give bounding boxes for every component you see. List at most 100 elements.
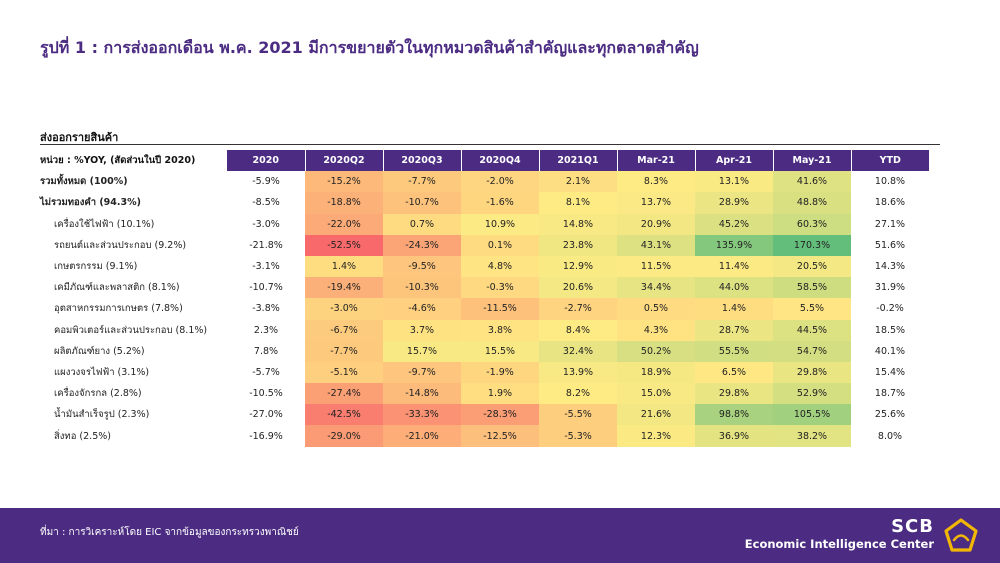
data-cell: -9.5% [383, 255, 461, 278]
data-cell: 11.5% [617, 255, 695, 278]
section-divider [40, 144, 940, 145]
data-cell: 32.4% [539, 340, 617, 362]
data-cell: 10.8% [851, 171, 929, 193]
row-label: เคมีภัณฑ์และพลาสติก (8.1%) [54, 282, 180, 294]
data-cell: -3.0% [227, 213, 305, 235]
data-cell: 31.9% [851, 277, 929, 299]
data-cell: 13.9% [539, 361, 617, 384]
data-cell: 18.5% [851, 319, 929, 341]
table-row: เครื่องจักรกล (2.8%) -10.5% -27.4% -14.8% 1.… [40, 383, 929, 405]
data-cell: -6.7% [305, 319, 383, 341]
column-header: 2020Q2 [305, 150, 384, 172]
data-cell: 4.3% [617, 319, 695, 341]
data-cell: 44.0% [695, 277, 773, 299]
scb-logo-icon [944, 518, 978, 552]
row-label: เกษตรกรรม (9.1%) [54, 261, 138, 273]
data-cell: 28.9% [695, 192, 773, 214]
data-cell: 29.8% [695, 383, 773, 405]
data-cell: 0.7% [383, 213, 461, 235]
row-label: ผลิตภัณฑ์ยาง (5.2%) [54, 345, 145, 357]
data-cell: 18.7% [851, 383, 929, 405]
table-row: สิ่งทอ (2.5%) -16.9% -29.0% -21.0% -12.5% -5.… [40, 425, 929, 447]
data-cell: 8.2% [539, 383, 617, 405]
data-cell: 8.0% [851, 425, 929, 447]
row-label: น้ำมันสำเร็จรูป (2.3%) [54, 409, 150, 421]
data-cell: -0.3% [461, 277, 539, 299]
data-cell: 135.9% [695, 234, 773, 256]
data-cell: 27.1% [851, 213, 929, 235]
data-cell: 45.2% [695, 213, 773, 235]
data-cell: -7.7% [305, 340, 383, 362]
table-row: รถยนต์และส่วนประกอบ (9.2%) -21.8% -52.5% -2… [40, 234, 929, 256]
data-cell: 8.3% [617, 171, 695, 193]
data-cell: 1.4% [305, 255, 383, 278]
table-row: เกษตรกรรม (9.1%) -3.1% 1.4% -9.5% 4.8% 12.9% 1… [40, 255, 929, 278]
data-cell: 4.8% [461, 255, 539, 278]
data-cell: 1.9% [461, 383, 539, 405]
data-cell: 1.4% [695, 298, 773, 320]
unit-label: หน่วย : %YOY, (สัดส่วนในปี 2020) [40, 150, 227, 172]
data-cell: -21.8% [227, 234, 305, 256]
page-title: รูปที่ 1 : การส่งออกเดือน พ.ค. 2021 มีกา… [40, 38, 699, 57]
data-cell: -14.8% [383, 383, 461, 405]
data-cell: 10.9% [461, 213, 539, 235]
data-cell: -10.7% [383, 192, 461, 214]
data-cell: 6.5% [695, 361, 773, 384]
data-cell: 2.3% [227, 319, 305, 341]
data-cell: -10.3% [383, 277, 461, 299]
data-cell: 170.3% [773, 234, 851, 256]
section-label: ส่งออกรายสินค้า [40, 131, 119, 144]
data-cell: 60.3% [773, 213, 851, 235]
data-cell: -11.5% [461, 298, 539, 320]
data-cell: -29.0% [305, 425, 383, 447]
data-cell: -4.6% [383, 298, 461, 320]
column-header: YTD [851, 150, 929, 172]
data-cell: 3.7% [383, 319, 461, 341]
table-row: คอมพิวเตอร์และส่วนประกอบ (8.1%) 2.3% -6.7%… [40, 319, 929, 341]
data-cell: 20.6% [539, 277, 617, 299]
data-cell: 5.5% [773, 298, 851, 320]
data-cell: -15.2% [305, 171, 383, 193]
data-cell: -1.6% [461, 192, 539, 214]
data-cell: 20.5% [773, 255, 851, 278]
column-header: Mar-21 [617, 150, 696, 172]
brand-block: SCB Economic Intelligence Center [745, 517, 934, 552]
data-cell: -52.5% [305, 234, 383, 256]
table-row: อุตสาหกรรมการเกษตร (7.8%) -3.8% -3.0% -4.6%… [40, 298, 929, 320]
row-label: รถยนต์และส่วนประกอบ (9.2%) [54, 239, 187, 251]
data-cell: -0.2% [851, 298, 929, 320]
brand-subtitle: Economic Intelligence Center [744, 537, 934, 551]
row-label: คอมพิวเตอร์และส่วนประกอบ (8.1%) [54, 324, 208, 336]
row-label: สิ่งทอ (2.5%) [54, 430, 111, 442]
data-cell: -28.3% [461, 404, 539, 426]
column-header: 2021Q1 [539, 150, 618, 172]
data-cell: 55.5% [695, 340, 773, 362]
data-cell: 0.5% [617, 298, 695, 320]
column-header: 2020Q4 [461, 150, 540, 172]
data-cell: 7.8% [227, 340, 305, 362]
data-cell: 105.5% [773, 404, 851, 426]
data-cell: 58.5% [773, 277, 851, 299]
data-cell: 41.6% [773, 171, 851, 193]
table-row: น้ำมันสำเร็จรูป (2.3%) -27.0% -42.5% -33.3%… [40, 404, 929, 426]
data-cell: 13.1% [695, 171, 773, 193]
data-cell: 23.8% [539, 234, 617, 256]
data-cell: -27.4% [305, 383, 383, 405]
data-cell: -2.0% [461, 171, 539, 193]
column-header: Apr-21 [695, 150, 774, 172]
data-cell: -33.3% [383, 404, 461, 426]
data-cell: -16.9% [227, 425, 305, 447]
data-cell: 50.2% [617, 340, 695, 362]
data-cell: -5.5% [539, 404, 617, 426]
data-cell: 0.1% [461, 234, 539, 256]
table-row: เครื่องใช้ไฟฟ้า (10.1%) -3.0% -22.0% 0.7% 10… [40, 213, 929, 235]
table-row: ไม่รวมทองคำ (94.3%) -8.5% -18.8% -10.7% -1.6… [40, 192, 929, 214]
data-cell: 14.3% [851, 255, 929, 278]
data-cell: -5.3% [539, 425, 617, 447]
data-cell: -3.8% [227, 298, 305, 320]
data-cell: -5.1% [305, 361, 383, 384]
data-cell: 12.3% [617, 425, 695, 447]
data-cell: 28.7% [695, 319, 773, 341]
data-cell: 36.9% [695, 425, 773, 447]
table-row: เคมีภัณฑ์และพลาสติก (8.1%) -10.7% -19.4% -1… [40, 277, 929, 299]
